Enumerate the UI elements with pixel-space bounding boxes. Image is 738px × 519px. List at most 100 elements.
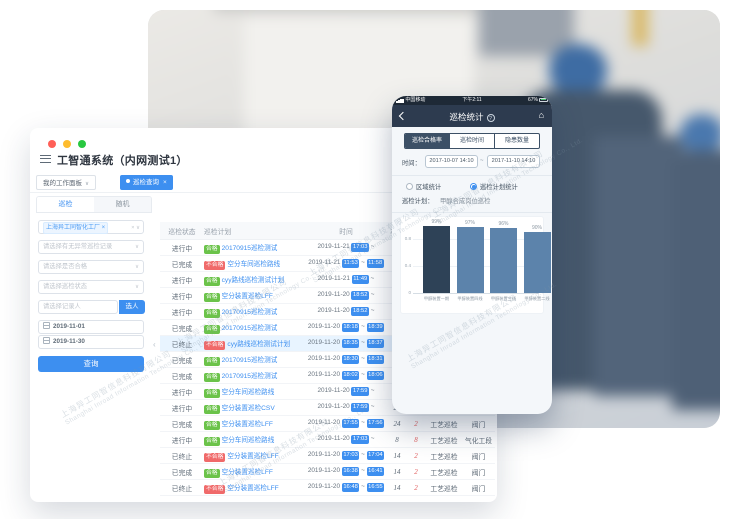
plan-value[interactable]: 甲醇合成岗位巡检 — [440, 198, 491, 205]
date-from-input[interactable]: 2019-11-01 — [38, 320, 144, 334]
plan-link[interactable]: 空分车间巡检路线 — [221, 388, 275, 396]
time-cell: 2019-11-20 17:55 ~ 17:56 — [304, 419, 388, 428]
status-cell: 已完成 — [171, 469, 193, 477]
plan-link[interactable]: 空分装置巡检LFF — [221, 420, 273, 428]
radio-option-1[interactable]: 巡检计划统计 — [470, 182, 518, 191]
date-text: 2019-11-20 — [317, 435, 352, 442]
sidebar-collapse-handle[interactable]: ‹ — [153, 340, 156, 349]
time-from-input[interactable]: 2017-10-07 14:10 — [425, 155, 478, 168]
plan-link[interactable]: 20170915巡检测试 — [221, 324, 278, 332]
plan-link[interactable]: cyy路线巡检测试计划 — [221, 276, 285, 284]
pick-person-button[interactable]: 选人 — [119, 300, 145, 314]
missed-count-cell: 14 — [393, 467, 401, 476]
window-close-button[interactable] — [48, 140, 56, 148]
tilde-text: ~ — [359, 355, 367, 362]
radio-icon[interactable] — [470, 183, 477, 190]
end-time-badge: 17:04 — [366, 451, 385, 460]
date-text: 2019-11-20 — [317, 387, 352, 394]
plan-link[interactable]: 20170915巡检测试 — [221, 356, 278, 364]
plan-link[interactable]: 20170915巡检测试 — [221, 372, 278, 380]
qualified-badge: 合格 — [204, 308, 220, 318]
sidebar-tab-inspection[interactable]: 巡检 — [37, 197, 94, 212]
plan-link[interactable]: 空分车间巡检路线 — [227, 260, 281, 268]
time-separator: ~ — [480, 158, 484, 164]
status-cell: 已完成 — [171, 325, 193, 333]
status-cell: 进行中 — [171, 309, 193, 317]
table-row[interactable]: 已终止 不合格 空分装置巡检LFF 2019-11-20 17:03 ~ 17:04 1… — [160, 448, 495, 464]
tilde-text: ~ — [359, 371, 367, 378]
date-to-input[interactable]: 2019-11-30 — [38, 335, 144, 349]
end-time-badge: 18:31 — [366, 355, 385, 364]
search-button[interactable]: 查询 — [38, 356, 144, 372]
table-row[interactable]: 已终止 不合格 空分装置巡检LFF 2019-11-20 16:48 ~ 16:55 1… — [160, 480, 495, 496]
close-icon[interactable]: × — [163, 179, 167, 186]
type-cell: 工艺巡检 — [430, 469, 458, 477]
radio-label: 巡检计划统计 — [480, 184, 518, 191]
table-row[interactable]: 进行中 合格 空分车间巡检路线 2019-11-20 17:03 ~ 8 8 工艺巡检 气化… — [160, 432, 495, 448]
start-time-badge: 17:03 — [351, 435, 369, 444]
plan-link[interactable]: 空分装置巡检LFF — [227, 452, 279, 460]
segmented-control: 巡检合格率 巡检时间 隐患数量 — [404, 133, 540, 149]
time-to-input[interactable]: 2017-11-10 14:10 — [487, 155, 540, 168]
home-icon[interactable]: ⌂ — [538, 110, 544, 120]
plan-link[interactable]: 20170915巡检测试 — [221, 244, 278, 252]
start-time-badge: 18:18 — [341, 323, 360, 332]
time-cell: 2019-11-20 16:38 ~ 16:41 — [304, 467, 388, 476]
plan-cell: 合格 cyy路线巡检测试计划 — [204, 274, 304, 286]
plan-link[interactable]: cyy路线巡检测试计划 — [227, 340, 291, 348]
plan-link[interactable]: 空分装置巡检LFF — [227, 484, 279, 492]
status-cell: 进行中 — [171, 437, 193, 445]
plan-link[interactable]: 空分装置巡检LFF — [221, 468, 273, 476]
date-text: 2019-11-20 — [307, 451, 342, 458]
y-tick-label: 0.8 — [404, 235, 411, 241]
org-tag: 上海异工同智化工厂 × — [43, 222, 109, 234]
radio-icon[interactable] — [406, 183, 413, 190]
qualified-badge: 合格 — [204, 436, 220, 446]
plan-cell: 不合格 cyy路线巡检测试计划 — [204, 338, 304, 350]
time-cell: 2019-11-20 18:35 ~ 18:37 — [304, 339, 388, 348]
segment-2[interactable]: 隐患数量 — [504, 138, 529, 144]
clear-and-chevron-icon[interactable]: × ∨ — [131, 225, 140, 231]
plan-link[interactable]: 空分装置巡检LFF — [221, 292, 273, 300]
pass-rate-bar-chart: 0 0.4 0.8 99% 甲醇装置一期 97% 甲醇装置四线 96% 甲醇装置三线 90% 甲醇装… — [400, 216, 551, 314]
plan-link[interactable]: 空分车间巡检路线 — [221, 436, 275, 444]
tab-inspection-query[interactable]: 巡检查询 × — [120, 175, 173, 190]
segment-0[interactable]: 巡检合格率 — [405, 134, 450, 148]
plan-link[interactable]: 空分装置巡检CSV — [221, 404, 275, 412]
status-cell: 已终止 — [171, 341, 193, 349]
date-text: 2019-11-20 — [307, 419, 342, 426]
segment-1[interactable]: 巡检时间 — [450, 134, 495, 148]
x-axis-label: 甲醇装置四线 — [457, 296, 483, 301]
end-time-badge: 18:06 — [366, 371, 385, 380]
filter-select-2[interactable]: 请选择巡检状态 ∨ — [38, 280, 144, 294]
window-zoom-button[interactable] — [78, 140, 86, 148]
org-select[interactable]: 上海异工同智化工厂 × × ∨ — [38, 220, 144, 234]
time-cell: 2019-11-20 17:03 ~ — [304, 435, 388, 444]
sidebar-tab-random[interactable]: 随机 — [94, 197, 151, 212]
table-row[interactable]: 已完成 合格 空分装置巡检LFF 2019-11-20 16:38 ~ 16:41 14… — [160, 464, 495, 480]
menu-icon[interactable] — [40, 155, 51, 163]
alert-count-cell: 2 — [414, 467, 418, 476]
qualified-badge: 不合格 — [204, 340, 226, 350]
battery-icon — [539, 97, 548, 102]
end-time-badge: 11:58 — [366, 259, 384, 268]
end-time-badge: 18:39 — [366, 323, 385, 332]
missed-count-cell: 14 — [393, 451, 401, 460]
start-time-badge: 17:59 — [351, 387, 369, 396]
qualified-badge: 不合格 — [204, 452, 226, 462]
radio-option-0[interactable]: 区域统计 — [406, 182, 441, 191]
date-text: 2019-11-20 — [307, 467, 342, 474]
tab-my-workbench[interactable]: 我的工作面板 ∨ — [36, 175, 97, 190]
calendar-icon — [43, 337, 50, 344]
stat-mode-radios: 区域统计 巡检计划统计 — [392, 180, 552, 192]
alert-count-cell: 2 — [414, 483, 418, 492]
recorder-input[interactable]: 请选择记录人 选人 — [38, 300, 145, 314]
date-text: 2019-11-20 — [317, 307, 352, 314]
filter-select-0[interactable]: 请选择有无异常巡检记录 ∨ — [38, 240, 144, 254]
filter-select-1[interactable]: 请选择是否合格 ∨ — [38, 260, 144, 274]
window-minimize-button[interactable] — [63, 140, 71, 148]
table-row[interactable]: 已完成 合格 空分装置巡检LFF 2019-11-20 17:55 ~ 17:56 24… — [160, 416, 495, 432]
status-cell: 已完成 — [171, 373, 193, 381]
plan-link[interactable]: 20170915巡检测试 — [221, 308, 278, 316]
help-icon[interactable]: ? — [486, 113, 495, 122]
